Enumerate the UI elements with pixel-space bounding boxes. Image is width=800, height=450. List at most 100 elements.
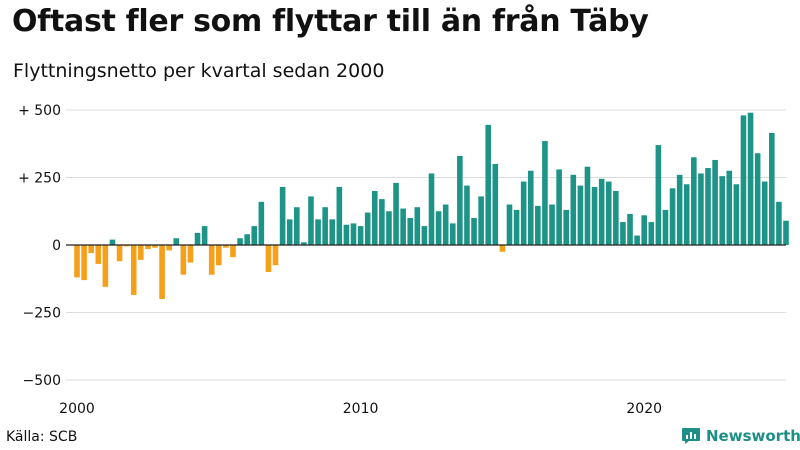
bar <box>152 245 158 248</box>
bar <box>166 245 172 251</box>
bar <box>386 211 392 245</box>
y-tick-label: + 500 <box>18 103 61 119</box>
y-axis-tick-labels: + 500 + 250 0 −250 −500 <box>18 103 61 389</box>
bar <box>591 186 598 245</box>
bar <box>329 219 336 245</box>
bar <box>130 245 137 295</box>
bar <box>308 196 314 245</box>
bar <box>421 226 428 245</box>
bar <box>520 181 527 245</box>
bar <box>605 181 612 245</box>
bar <box>251 226 258 245</box>
bar <box>769 132 775 245</box>
bar <box>747 112 754 245</box>
bar <box>662 209 669 245</box>
bar <box>683 184 690 245</box>
bar <box>733 184 740 245</box>
bar <box>364 212 371 245</box>
bar <box>173 238 180 245</box>
bar <box>492 164 499 245</box>
bar <box>435 211 442 245</box>
bar <box>676 174 683 245</box>
bar <box>102 245 109 287</box>
bar <box>776 201 782 245</box>
bar <box>761 181 768 245</box>
bar <box>145 245 151 250</box>
bar <box>535 205 541 245</box>
bar <box>712 159 718 245</box>
y-tick-label: + 250 <box>18 171 61 187</box>
bar <box>669 188 676 245</box>
bar <box>556 169 562 245</box>
bar <box>393 182 399 245</box>
bar <box>293 207 300 245</box>
bar <box>357 226 364 245</box>
bar <box>116 245 123 262</box>
bar <box>371 191 378 245</box>
bar <box>542 141 548 245</box>
source-note: Källa: SCB <box>6 429 78 445</box>
bar <box>577 185 584 245</box>
bar <box>81 245 87 281</box>
bar <box>563 209 570 245</box>
bar <box>95 245 102 264</box>
bar <box>286 219 293 245</box>
bar <box>201 226 208 245</box>
bar <box>315 219 321 245</box>
newsworthy-wordmark: Newsworthy <box>706 427 800 445</box>
grid-lines <box>66 109 786 381</box>
bar <box>499 245 506 252</box>
x-axis-tick-labels: 2000 2010 2020 <box>59 401 662 417</box>
bar <box>627 213 633 245</box>
bar <box>655 145 662 245</box>
chart-title: Oftast fler som flyttar till än från Täb… <box>12 4 649 39</box>
bar <box>584 166 591 245</box>
bar <box>634 235 640 245</box>
bar <box>698 173 704 245</box>
bar <box>691 157 697 245</box>
bar <box>428 173 435 245</box>
bar-series <box>74 112 789 299</box>
bar <box>343 224 350 245</box>
bar <box>216 245 222 266</box>
newsworthy-brand[interactable]: Newsworthy <box>681 427 800 445</box>
x-tick-label: 2020 <box>626 401 662 417</box>
bar <box>620 222 626 245</box>
bar <box>641 215 647 245</box>
bar <box>414 207 421 245</box>
bar <box>400 208 406 245</box>
bar <box>336 186 343 245</box>
bar <box>478 196 484 245</box>
bar <box>506 204 513 245</box>
newsworthy-logo-icon <box>682 428 700 444</box>
bar <box>549 204 555 245</box>
bar <box>783 220 789 245</box>
bar <box>301 242 307 245</box>
bar <box>705 168 711 245</box>
bar <box>208 245 215 275</box>
bar <box>350 223 357 245</box>
bar <box>719 176 725 245</box>
bar <box>485 124 492 245</box>
bar <box>88 245 94 254</box>
bar <box>272 245 279 266</box>
bar <box>138 245 144 260</box>
bar <box>322 207 328 245</box>
x-tick-label: 2010 <box>343 401 379 417</box>
bar <box>407 218 414 245</box>
y-tick-label: 0 <box>52 238 61 254</box>
bar <box>265 245 272 272</box>
bar <box>648 222 655 245</box>
bar <box>258 201 265 245</box>
bar <box>754 153 761 245</box>
bar <box>598 178 605 245</box>
bar <box>279 186 286 245</box>
bar <box>513 209 520 245</box>
bar <box>449 223 456 245</box>
bar <box>740 115 747 246</box>
bar <box>471 218 477 245</box>
bar <box>123 245 130 247</box>
bar <box>244 234 250 245</box>
bar <box>613 191 619 245</box>
